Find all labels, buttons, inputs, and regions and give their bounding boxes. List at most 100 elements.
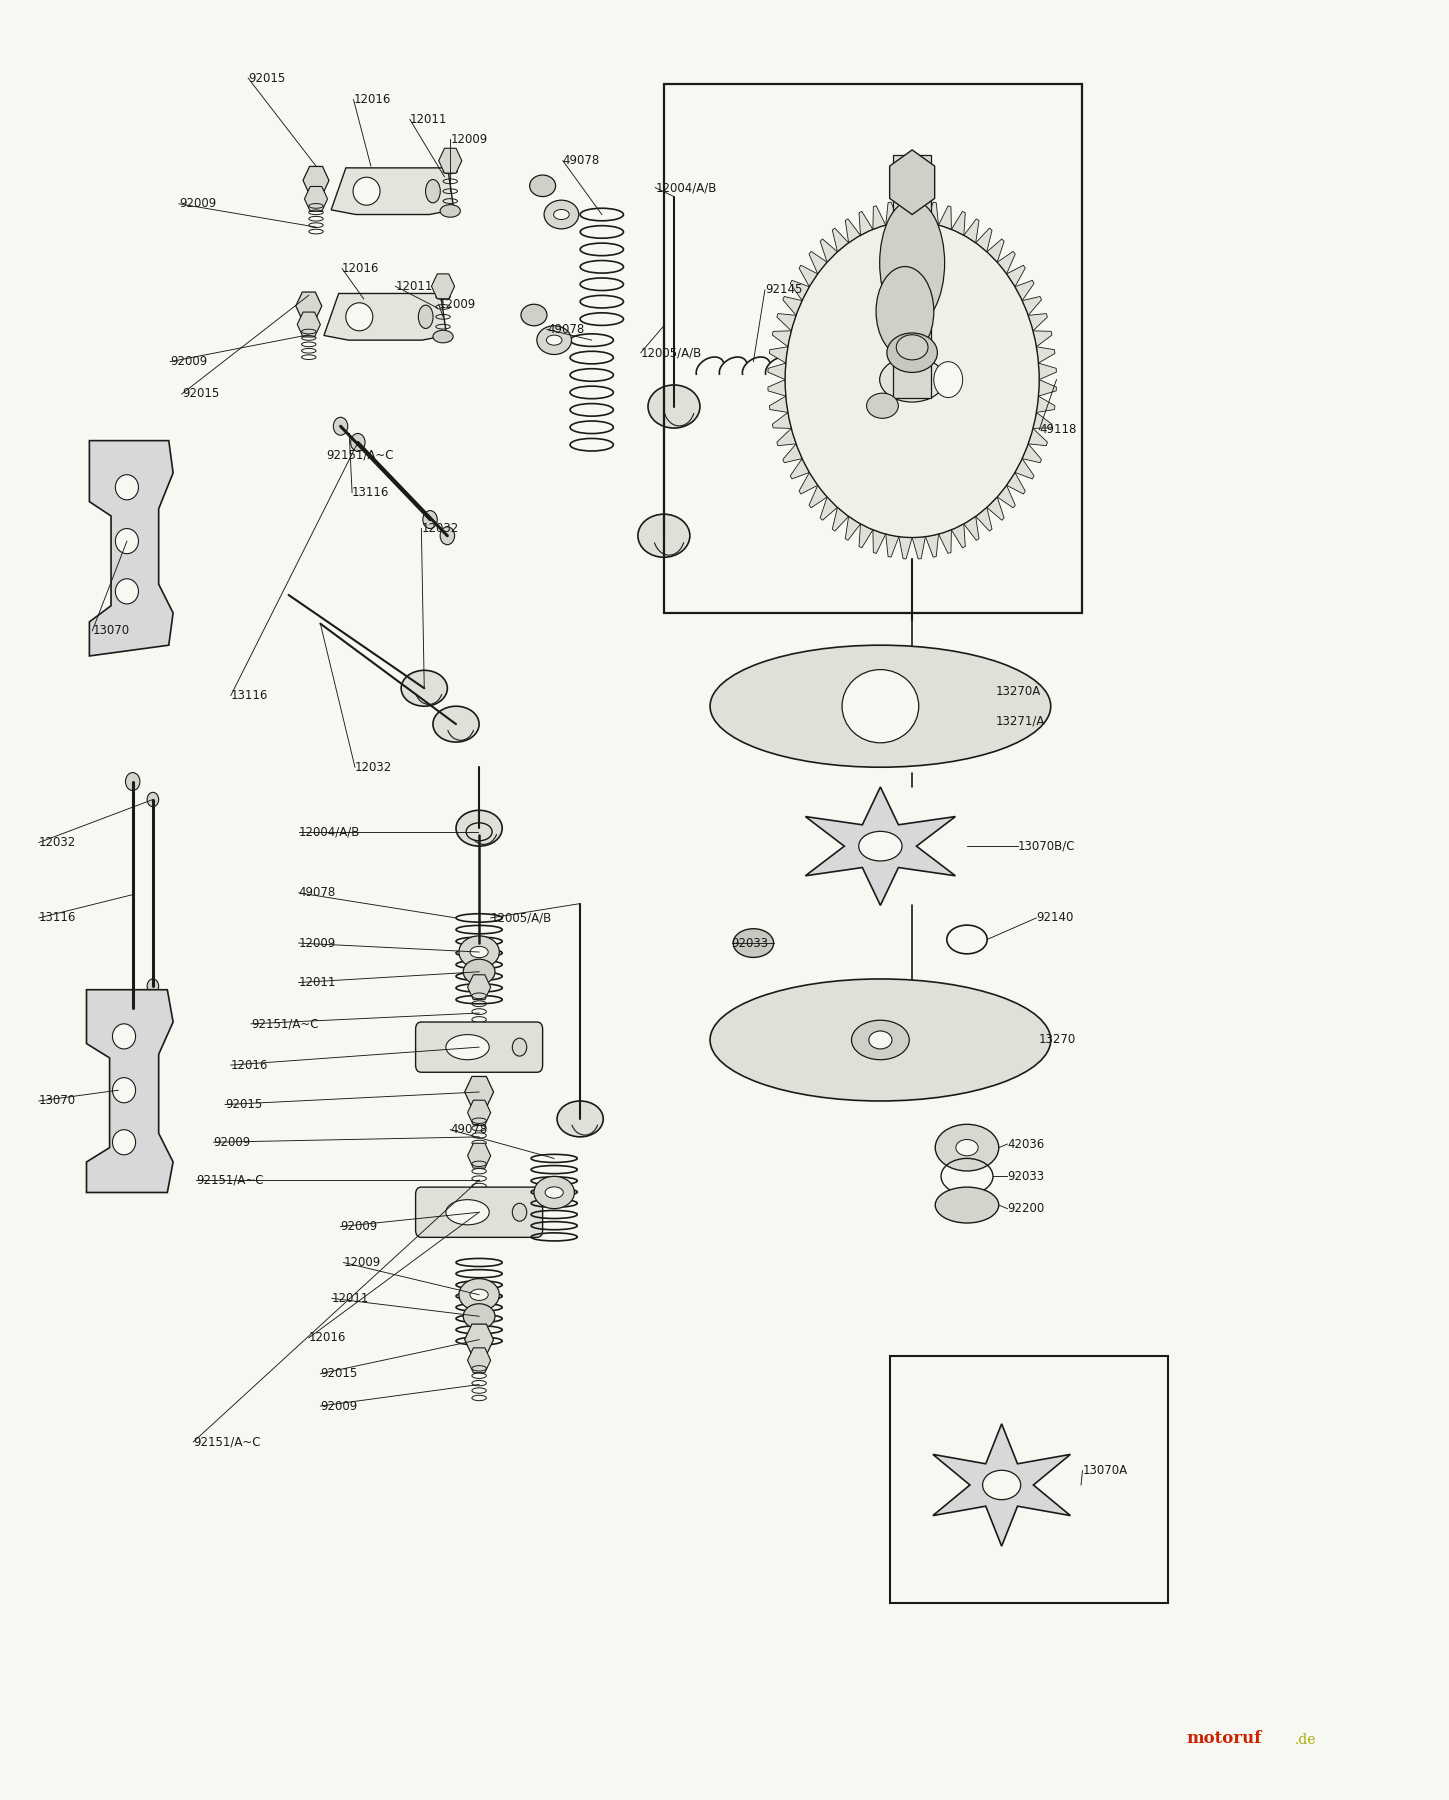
Ellipse shape — [710, 979, 1051, 1102]
Ellipse shape — [116, 475, 139, 500]
Text: 13116: 13116 — [352, 486, 390, 499]
Circle shape — [785, 221, 1039, 538]
Text: 12005/A/B: 12005/A/B — [640, 346, 701, 360]
Polygon shape — [332, 167, 454, 214]
Text: 12011: 12011 — [396, 279, 433, 293]
Text: 13270A: 13270A — [995, 686, 1042, 698]
Ellipse shape — [869, 1031, 893, 1049]
Text: 92015: 92015 — [320, 1368, 358, 1381]
Ellipse shape — [536, 326, 571, 355]
Ellipse shape — [842, 670, 919, 743]
Ellipse shape — [513, 1039, 527, 1057]
Text: 12004/A/B: 12004/A/B — [298, 826, 359, 839]
Ellipse shape — [887, 333, 938, 373]
FancyBboxPatch shape — [416, 1188, 542, 1237]
Circle shape — [148, 979, 159, 994]
Text: 92015: 92015 — [225, 1098, 262, 1111]
Polygon shape — [987, 497, 1004, 520]
Ellipse shape — [116, 529, 139, 554]
Polygon shape — [769, 396, 788, 412]
Ellipse shape — [554, 209, 569, 220]
Ellipse shape — [546, 335, 562, 346]
Polygon shape — [809, 252, 827, 274]
Polygon shape — [87, 990, 172, 1192]
Text: 92009: 92009 — [170, 355, 207, 369]
Text: 12016: 12016 — [354, 94, 391, 106]
Polygon shape — [939, 529, 952, 553]
Text: 13270: 13270 — [1039, 1033, 1077, 1046]
Circle shape — [933, 362, 962, 398]
Text: 12011: 12011 — [298, 976, 336, 988]
Polygon shape — [885, 535, 898, 558]
Ellipse shape — [469, 947, 488, 958]
Ellipse shape — [982, 1471, 1020, 1499]
Polygon shape — [987, 239, 1004, 263]
Ellipse shape — [113, 1024, 136, 1049]
Polygon shape — [777, 428, 796, 446]
Ellipse shape — [426, 180, 440, 203]
Polygon shape — [820, 497, 838, 520]
Ellipse shape — [469, 1289, 488, 1300]
Polygon shape — [913, 536, 926, 558]
Text: 92009: 92009 — [320, 1400, 358, 1413]
Text: 92033: 92033 — [732, 936, 769, 950]
Text: 92015: 92015 — [248, 72, 285, 85]
Polygon shape — [933, 1424, 1071, 1546]
Polygon shape — [1033, 412, 1052, 428]
Ellipse shape — [935, 1188, 998, 1222]
Text: motoruf: motoruf — [1187, 1730, 1262, 1748]
Text: 92151/A~C: 92151/A~C — [196, 1174, 264, 1186]
Ellipse shape — [877, 266, 933, 356]
Text: 12016: 12016 — [309, 1332, 346, 1345]
Circle shape — [126, 772, 141, 790]
Polygon shape — [975, 508, 993, 531]
Text: 12004/A/B: 12004/A/B — [655, 182, 717, 194]
Polygon shape — [926, 202, 939, 225]
Ellipse shape — [401, 670, 448, 706]
Ellipse shape — [867, 392, 898, 418]
Polygon shape — [898, 200, 913, 223]
Polygon shape — [913, 200, 926, 223]
Ellipse shape — [648, 385, 700, 428]
Polygon shape — [1022, 445, 1042, 463]
Polygon shape — [1036, 347, 1055, 364]
Polygon shape — [859, 211, 872, 236]
Ellipse shape — [733, 929, 774, 958]
Ellipse shape — [464, 1303, 496, 1328]
Ellipse shape — [897, 335, 927, 360]
Ellipse shape — [456, 810, 503, 846]
Polygon shape — [790, 281, 810, 301]
Ellipse shape — [467, 823, 493, 841]
Polygon shape — [845, 220, 861, 243]
Ellipse shape — [113, 1078, 136, 1103]
Ellipse shape — [446, 1035, 490, 1060]
Polygon shape — [772, 331, 791, 347]
Ellipse shape — [956, 1139, 978, 1156]
Polygon shape — [997, 486, 1016, 508]
Bar — [894, 155, 930, 398]
Polygon shape — [1014, 459, 1035, 479]
Text: 92009: 92009 — [213, 1136, 251, 1148]
Bar — [891, 1355, 1168, 1604]
Text: 92145: 92145 — [765, 283, 803, 297]
Text: 13116: 13116 — [230, 689, 268, 702]
Text: 42036: 42036 — [1007, 1138, 1045, 1150]
Ellipse shape — [354, 176, 380, 205]
Ellipse shape — [346, 302, 372, 331]
Text: 92015: 92015 — [181, 387, 219, 400]
Circle shape — [333, 418, 348, 436]
Polygon shape — [782, 297, 803, 315]
Text: 49118: 49118 — [1039, 423, 1077, 436]
Text: 92140: 92140 — [1036, 911, 1074, 925]
Text: 12009: 12009 — [298, 936, 336, 950]
Polygon shape — [1039, 364, 1056, 380]
Ellipse shape — [446, 1199, 490, 1224]
Polygon shape — [769, 347, 788, 364]
Circle shape — [351, 434, 365, 452]
Ellipse shape — [880, 356, 945, 401]
Polygon shape — [939, 205, 952, 229]
Ellipse shape — [852, 1021, 910, 1060]
Ellipse shape — [880, 200, 945, 326]
Text: 13271/A: 13271/A — [995, 715, 1045, 727]
Ellipse shape — [464, 959, 496, 985]
